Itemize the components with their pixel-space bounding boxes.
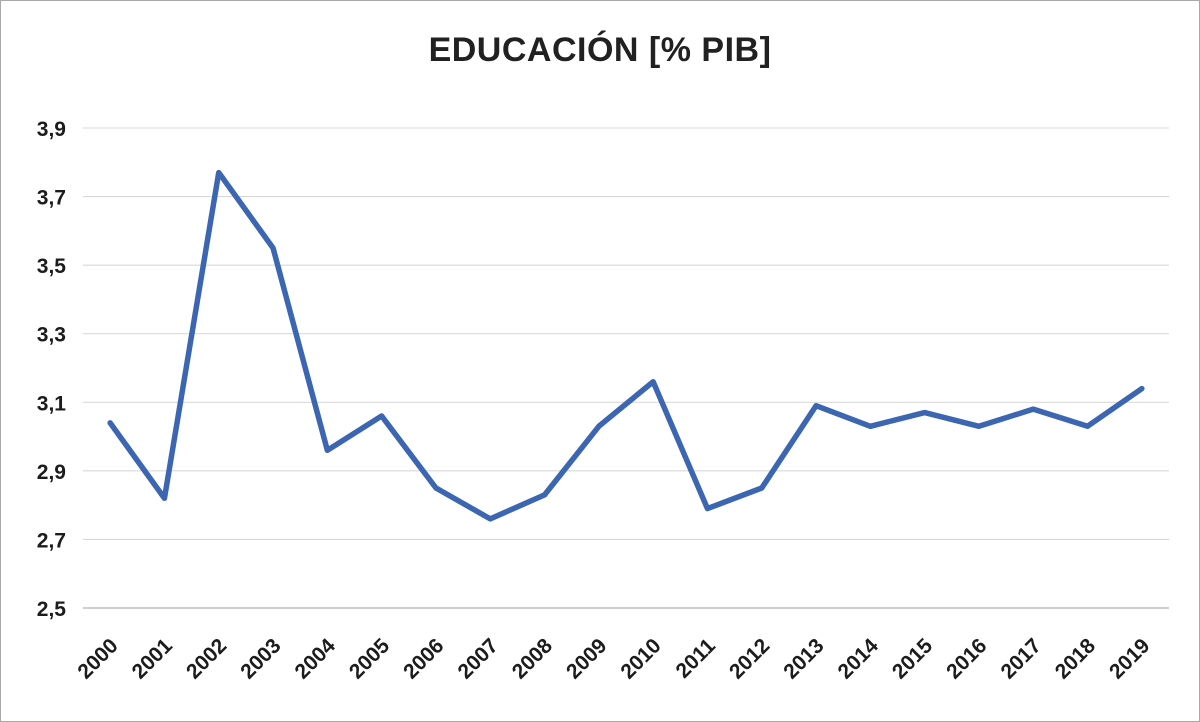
x-axis-tick-label: 2003 — [236, 634, 285, 683]
x-axis-tick-label: 2004 — [291, 634, 341, 684]
x-axis-tick-label: 2016 — [942, 634, 991, 683]
x-axis-tick-label: 2011 — [672, 634, 721, 683]
chart-title: EDUCACIÓN [% PIB] — [428, 31, 772, 69]
x-axis-tick-label: 2015 — [888, 634, 938, 684]
y-axis-tick-label: 3,9 — [37, 118, 66, 141]
x-axis-tick-label: 2005 — [345, 634, 395, 684]
x-axis-tick-label: 2010 — [616, 634, 665, 683]
y-axis-tick-label: 3,1 — [37, 392, 67, 415]
x-axis-tick-label: 2009 — [562, 634, 611, 683]
y-axis-tick-label: 2,7 — [37, 529, 66, 552]
x-axis-tick-label: 2018 — [1051, 634, 1101, 684]
x-axis-tick-label: 2014 — [834, 634, 884, 684]
data-line — [107, 169, 1145, 522]
x-axis-tick-label: 2019 — [1105, 634, 1154, 683]
x-axis-tick-label: 2000 — [73, 634, 122, 683]
x-axis-tick-label: 2007 — [453, 634, 502, 683]
y-axis-tick-label: 3,5 — [37, 255, 67, 278]
x-axis-tick-label: 2017 — [996, 634, 1045, 683]
y-axis-tick-label: 2,5 — [37, 598, 67, 621]
x-axis-tick-label: 2001 — [128, 634, 178, 684]
y-axis-tick-label: 3,3 — [37, 324, 66, 347]
y-axis-tick-label: 3,7 — [37, 187, 66, 210]
x-axis-tick-label: 2012 — [725, 634, 774, 683]
x-axis-tick-label: 2002 — [182, 634, 231, 683]
x-axis-tick-label: 2008 — [508, 634, 558, 684]
x-axis-tick-label: 2013 — [779, 634, 828, 683]
x-axis-tick-label: 2006 — [399, 634, 448, 683]
y-axis-tick-label: 2,9 — [37, 461, 66, 484]
